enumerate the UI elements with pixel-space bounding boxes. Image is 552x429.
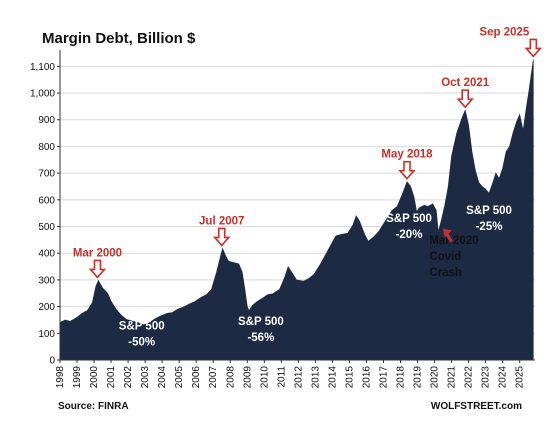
x-tick-label: 2006	[191, 366, 202, 389]
x-tick-label: 2007	[208, 366, 219, 389]
down-arrow-icon	[398, 160, 416, 180]
x-tick-label: 2016	[361, 366, 372, 389]
covid-crash-label: Mar 2020	[429, 235, 478, 247]
y-tick-label: 100	[38, 329, 55, 340]
drawdown-label: S&P 500	[119, 320, 165, 332]
down-arrow-icon	[524, 38, 543, 58]
x-tick-label: 2024	[498, 366, 509, 389]
axes	[59, 50, 535, 361]
x-tick-label: 2020	[430, 366, 441, 389]
x-tick-label: 2014	[327, 366, 338, 389]
x-tick-label: 2010	[259, 366, 270, 389]
x-tick-label: 2019	[413, 366, 424, 389]
drawdown-label: S&P 500	[238, 316, 284, 328]
x-tick-label: 2017	[378, 366, 389, 389]
y-axis-ticks: 0 100 200 300 400 500 600 700 800 900 1,000 1,100	[30, 62, 60, 367]
drawdown-label: S&P 500	[466, 205, 512, 217]
y-tick-label: 500	[38, 222, 55, 233]
y-tick-label: 400	[38, 249, 55, 260]
x-tick-label: 2013	[310, 366, 321, 389]
drawdown-label: S&P 500	[386, 213, 432, 225]
annotations: Mar 2000 Jul 2007 May 2018 Oct 2021 Sep 2025…	[73, 26, 543, 348]
x-tick-label: 2001	[106, 366, 117, 389]
y-tick-label: 1,000	[30, 89, 55, 100]
peak-label: Mar 2000	[73, 247, 122, 259]
y-tick-label: 600	[38, 195, 55, 206]
drawdown-label: -20%	[396, 229, 423, 241]
covid-crash-label: Crash	[429, 267, 462, 279]
peak-label: Sep 2025	[479, 26, 529, 38]
peak-label: May 2018	[381, 149, 433, 161]
y-tick-label: 300	[38, 275, 55, 286]
y-tick-label: 1,100	[30, 62, 55, 73]
x-tick-label: 2009	[242, 366, 253, 389]
x-tick-label: 2008	[225, 366, 236, 389]
x-tick-label: 2022	[464, 366, 475, 389]
x-axis-ticks: 1998 1999 2000 2001 2002 2003 2004 2005 2006 2007…	[55, 360, 526, 388]
y-tick-label: 900	[38, 115, 55, 126]
x-tick-label: 2002	[123, 366, 134, 389]
drawdown-label: -56%	[247, 332, 274, 344]
margin-debt-area	[59, 59, 534, 361]
chart-title: Margin Debt, Billion $	[42, 30, 196, 47]
footer-brand: WOLFSTREET.com	[431, 401, 522, 412]
y-tick-label: 800	[38, 142, 55, 153]
x-tick-label: 2021	[447, 366, 458, 389]
x-tick-label: 2015	[344, 366, 355, 389]
covid-arrow-icon	[442, 228, 452, 238]
x-tick-label: 2003	[140, 366, 151, 389]
covid-crash-label: Covid	[429, 251, 461, 263]
x-tick-label: 2000	[89, 366, 100, 389]
y-tick-label: 700	[38, 169, 55, 180]
down-arrow-icon	[212, 227, 231, 247]
x-tick-label: 1999	[72, 366, 83, 389]
x-tick-label: 2004	[157, 366, 168, 389]
footer-source: Source: FINRA	[58, 401, 129, 412]
x-tick-label: 1998	[55, 366, 66, 389]
drawdown-label: -25%	[476, 221, 503, 233]
peak-label: Jul 2007	[199, 215, 244, 227]
x-tick-label: 2018	[396, 366, 407, 389]
drawdown-label: -50%	[128, 336, 155, 348]
x-tick-label: 2025	[515, 366, 526, 389]
grid-lines	[60, 65, 535, 334]
area-layer	[59, 59, 534, 361]
y-tick-label: 0	[49, 356, 55, 367]
down-arrow-icon	[88, 259, 107, 279]
x-tick-label: 2023	[481, 366, 492, 389]
x-tick-label: 2011	[276, 366, 287, 388]
y-tick-label: 200	[38, 302, 55, 313]
down-arrow-icon	[456, 89, 474, 109]
peak-label: Oct 2021	[441, 77, 490, 89]
x-tick-label: 2005	[174, 366, 185, 389]
x-tick-label: 2012	[293, 366, 304, 389]
